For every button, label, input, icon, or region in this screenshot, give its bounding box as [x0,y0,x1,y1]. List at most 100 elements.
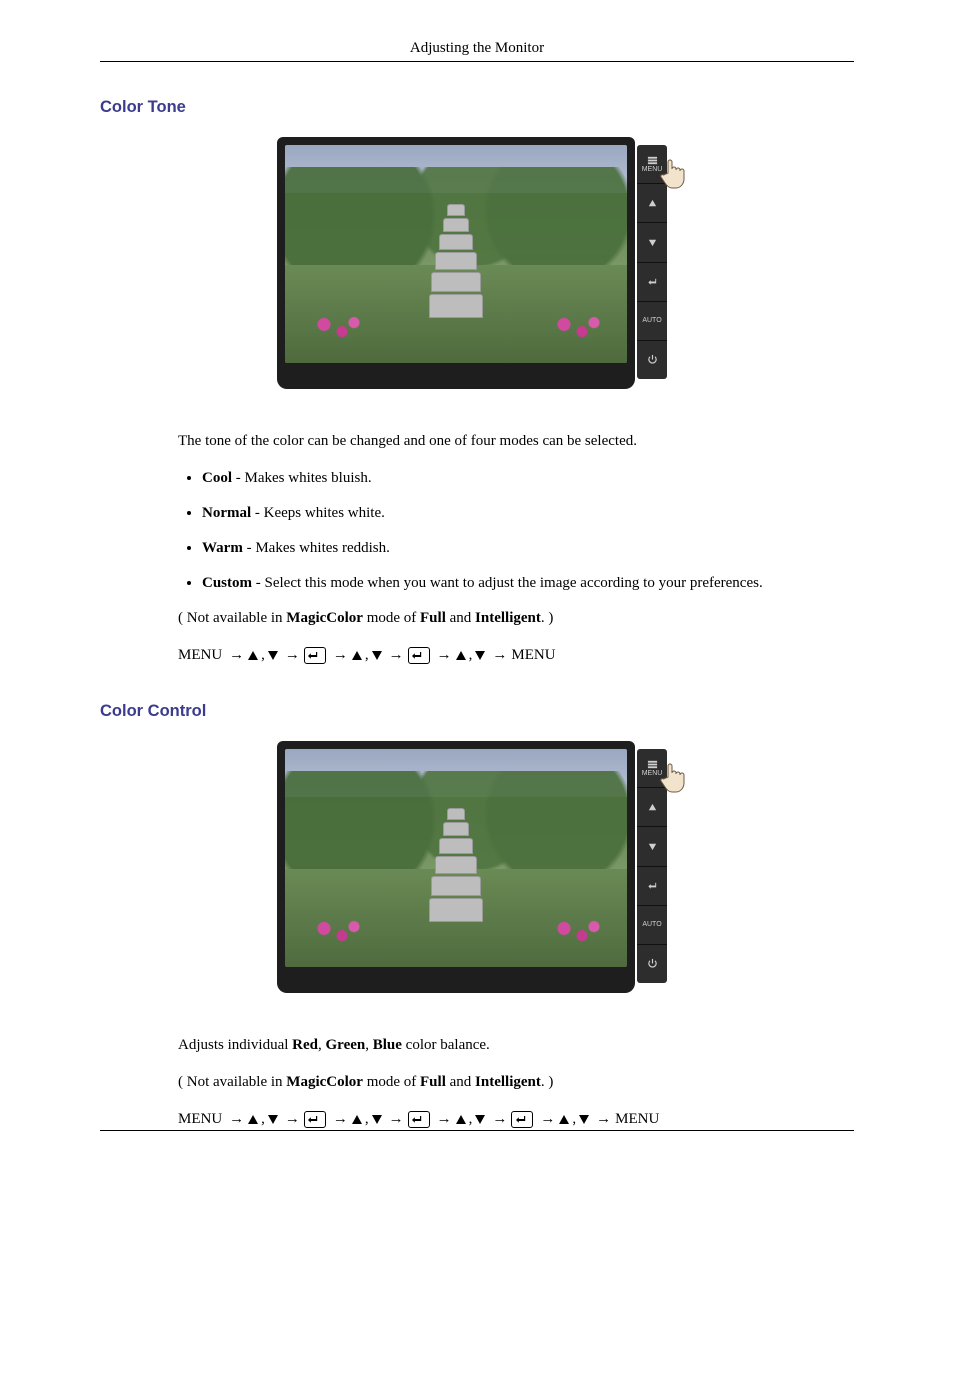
enter-key-icon [304,1111,326,1128]
intro-text: The tone of the color can be changed and… [178,431,854,452]
nav-menu: MENU [178,1109,222,1130]
triangle-down-icon [579,1115,589,1124]
arrow-icon: → [540,1109,555,1130]
mode-desc: - Select this mode when you want to adju… [252,575,763,591]
note-text: mode of [363,610,420,626]
mode-name: Cool [202,470,232,486]
scene-flowers [306,310,366,346]
page: Adjusting the Monitor Color Tone [0,0,954,1390]
panel-power-button[interactable] [637,945,667,983]
scene-flowers [546,914,606,950]
note-intelligent: Intelligent [475,1074,541,1090]
triangle-up-icon [647,802,658,813]
triangle-up-icon [248,651,258,660]
figure-color-tone: MENU AUTO [100,137,854,403]
scene-pagoda [428,806,484,926]
figure-color-control: MENU AUTO [100,741,854,1007]
availability-note: ( Not available in MagicColor mode of Fu… [178,1072,854,1093]
enter-key-icon [408,1111,430,1128]
nav-sep: , [365,645,369,666]
mode-desc: - Keeps whites white. [251,505,385,521]
scene-flowers [306,914,366,950]
triangle-down-icon [647,237,658,248]
menu-icon [647,155,658,166]
arrow-icon: → [492,1109,507,1130]
list-item: Cool - Makes whites bluish. [202,468,854,489]
note-magiccolor: MagicColor [286,1074,363,1090]
arrow-icon: → [285,1109,300,1130]
hand-cursor-icon [659,155,689,191]
triangle-down-icon [475,1115,485,1124]
monitor-screen [285,749,627,967]
triangle-up-icon [352,651,362,660]
panel-enter-button[interactable] [637,867,667,906]
text: Adjusts individual [178,1037,292,1053]
availability-note: ( Not available in MagicColor mode of Fu… [178,608,854,629]
text: color balance. [402,1037,490,1053]
arrow-icon: → [492,645,507,666]
arrow-icon: → [229,1109,244,1130]
panel-down-button[interactable] [637,827,667,866]
mode-desc: - Makes whites bluish. [232,470,372,486]
triangle-up-icon [559,1115,569,1124]
label-red: Red [292,1037,318,1053]
monitor-body [277,741,635,993]
menu-icon [647,759,658,770]
body-color-tone: The tone of the color can be changed and… [178,431,854,666]
monitor-illustration: MENU AUTO [277,741,677,1007]
nav-menu: MENU [615,1109,659,1130]
triangle-up-icon [248,1115,258,1124]
running-head: Adjusting the Monitor [100,40,854,57]
nav-menu: MENU [511,645,555,666]
panel-auto-button[interactable]: AUTO [637,302,667,341]
footer-area [100,1130,854,1330]
arrow-icon: → [333,1109,348,1130]
panel-auto-button[interactable]: AUTO [637,906,667,945]
scene-flowers [546,310,606,346]
mode-desc: - Makes whites reddish. [243,540,390,556]
note-text: ( Not available in [178,1074,286,1090]
nav-sep: , [572,1109,576,1130]
body-color-control: Adjusts individual Red, Green, Blue colo… [178,1035,854,1130]
arrow-icon: → [596,1109,611,1130]
note-text: . ) [541,610,554,626]
panel-down-button[interactable] [637,223,667,262]
panel-enter-button[interactable] [637,263,667,302]
arrow-icon: → [285,645,300,666]
enter-key-icon [408,647,430,664]
list-item: Custom - Select this mode when you want … [202,573,854,594]
triangle-up-icon [456,1115,466,1124]
nav-sequence-color-control: MENU → , → → , → → , → → , → MENU [178,1109,854,1130]
adjust-line: Adjusts individual Red, Green, Blue colo… [178,1035,854,1056]
note-text: ( Not available in [178,610,286,626]
monitor-illustration: MENU AUTO [277,137,677,403]
mode-list: Cool - Makes whites bluish. Normal - Kee… [178,468,854,594]
panel-power-button[interactable] [637,341,667,379]
note-text: . ) [541,1074,554,1090]
scene-pagoda [428,202,484,322]
note-text: and [446,610,475,626]
nav-sep: , [365,1109,369,1130]
label-green: Green [326,1037,366,1053]
triangle-up-icon [352,1115,362,1124]
note-text: and [446,1074,475,1090]
power-icon [647,354,658,365]
arrow-icon: → [229,645,244,666]
triangle-down-icon [268,1115,278,1124]
label-blue: Blue [373,1037,402,1053]
list-item: Normal - Keeps whites white. [202,503,854,524]
enter-key-icon [511,1111,533,1128]
hand-cursor-icon [659,759,689,795]
note-text: mode of [363,1074,420,1090]
note-full: Full [420,1074,446,1090]
text: , [318,1037,326,1053]
triangle-down-icon [372,651,382,660]
header-rule [100,61,854,62]
triangle-up-icon [647,198,658,209]
arrow-icon: → [437,1109,452,1130]
nav-sequence-color-tone: MENU → , → → , → → , → MENU [178,645,854,666]
panel-auto-label: AUTO [642,317,661,325]
arrow-icon: → [389,645,404,666]
monitor-screen [285,145,627,363]
note-full: Full [420,610,446,626]
